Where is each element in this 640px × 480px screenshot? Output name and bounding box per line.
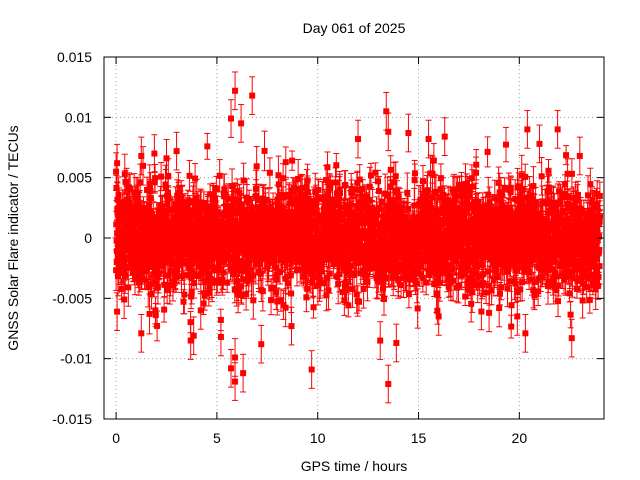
chart: Day 061 of 2025 GPS time / hours GNSS So…	[5, 20, 605, 474]
